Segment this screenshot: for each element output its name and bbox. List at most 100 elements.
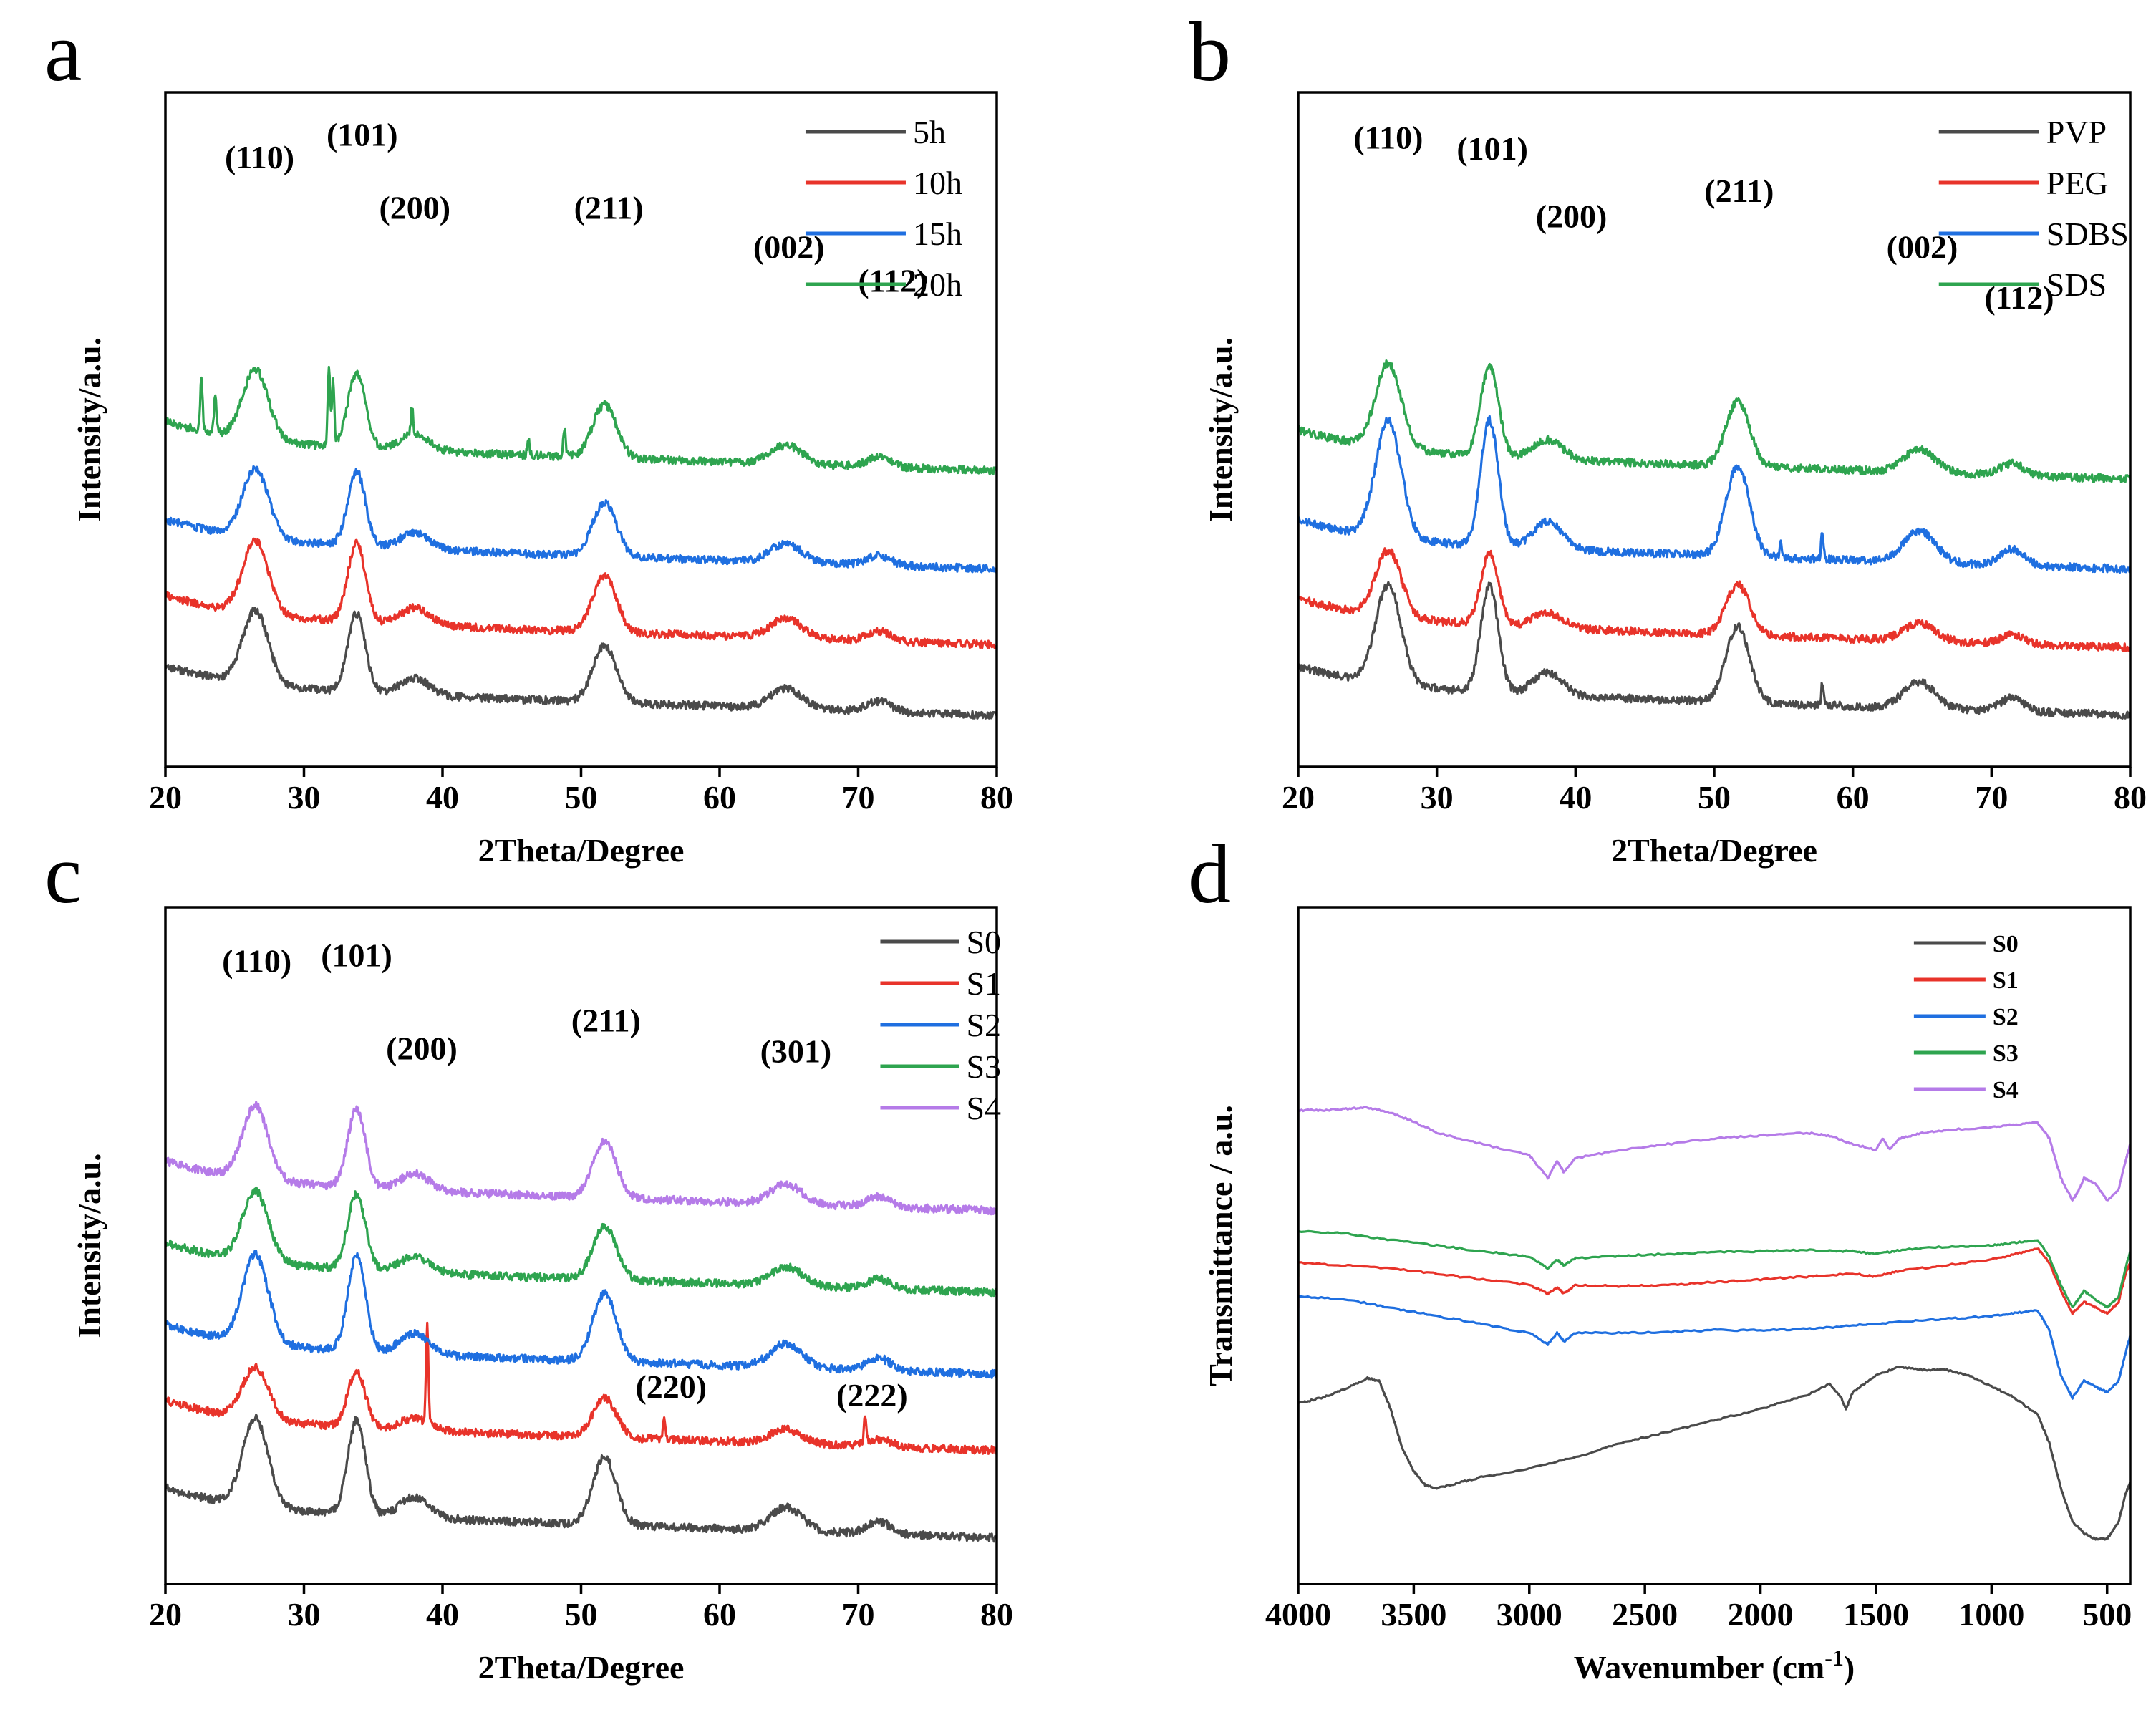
- panel-b: b 20 30 40 50 60 70 80 2Theta/Degree Intensity/a.…: [1189, 5, 2147, 869]
- peak-annotation: (110): [1353, 120, 1423, 156]
- x-tick-label: 50: [1698, 779, 1731, 816]
- x-tick-label: 40: [1559, 779, 1592, 816]
- series-line-20h: [165, 365, 997, 475]
- peak-annotation: (211): [1704, 173, 1774, 209]
- legend-label: S1: [1993, 967, 2019, 994]
- panel-d: d 4000 3500 3000 2500 2000 1500 1000 500 Wavenumb…: [1189, 827, 2132, 1686]
- x-tick-label: 60: [703, 1596, 736, 1633]
- x-tick-label: 30: [288, 1596, 321, 1633]
- series-line-PVP: [1298, 581, 2130, 720]
- legend-label: S3: [1993, 1040, 2019, 1067]
- peak-annotation: (110): [222, 943, 291, 980]
- peak-annotation: (211): [571, 1002, 641, 1038]
- series-line-S3: [165, 1186, 997, 1298]
- peak-annotation: (200): [379, 190, 450, 226]
- x-axis-title: 2Theta/Degree: [478, 832, 685, 869]
- series-line-5h: [165, 607, 997, 720]
- peak-annotation: (222): [836, 1377, 908, 1414]
- x-tick-label: 80: [2114, 779, 2147, 816]
- peak-annotation: (200): [386, 1030, 458, 1067]
- peak-annotation: (110): [225, 139, 294, 175]
- x-tick-label: 3000: [1497, 1596, 1562, 1633]
- x-axis-title: Wavenumber (cm-1): [1574, 1645, 1855, 1686]
- x-tick-label: 20: [149, 1596, 182, 1633]
- plot-frame: [1297, 906, 2132, 1585]
- series-line-15h: [165, 465, 997, 574]
- legend-label: S1: [966, 965, 1001, 1002]
- panel-letter: d: [1189, 827, 1231, 921]
- legend: S0 S1 S2 S3 S4: [1913, 931, 2019, 1103]
- legend-label: S2: [966, 1007, 1001, 1043]
- panel-letter: c: [44, 827, 82, 921]
- legend-label: S4: [1993, 1077, 2019, 1103]
- legend-label: S0: [966, 924, 1001, 960]
- series-line-SDS: [1298, 359, 2130, 483]
- x-tick-label: 50: [565, 1596, 598, 1633]
- legend-label: 15h: [913, 216, 962, 252]
- x-tick-label: 70: [842, 779, 875, 816]
- x-tick-label: 30: [288, 779, 321, 816]
- legend-label: 10h: [913, 165, 962, 201]
- peak-annotation: (301): [760, 1033, 832, 1070]
- x-tick-label: 20: [1282, 779, 1315, 816]
- x-tick-label: 3500: [1381, 1596, 1446, 1633]
- series-line-S2: [165, 1250, 997, 1379]
- legend-label: PEG: [2046, 165, 2109, 201]
- series-group: [165, 365, 997, 720]
- legend: 5h 10h 15h 20h: [805, 114, 962, 303]
- y-axis-title: Transmittance / a.u.: [1202, 1105, 1239, 1386]
- panel-c: c 20 30 40 50 60 70 80 2Theta/Degree Intensity/a.…: [44, 827, 1013, 1686]
- panel-letter: a: [44, 5, 82, 99]
- y-axis-title: Intensity/a.u.: [71, 337, 107, 522]
- peak-annotation: (112): [858, 263, 927, 299]
- x-tick-label: 4000: [1265, 1596, 1331, 1633]
- x-tick-label: 60: [703, 779, 736, 816]
- legend-label: SDBS: [2046, 216, 2129, 252]
- legend-label: S3: [966, 1048, 1001, 1085]
- series-line-S1: [1298, 1247, 2130, 1315]
- peak-annotation: (200): [1536, 198, 1608, 234]
- legend-label: S2: [1993, 1004, 2019, 1030]
- peak-annotation: (211): [574, 190, 644, 226]
- panel-a: a 20 30 40 50 60 70 80 2Theta/Degree Intensity/a.…: [44, 5, 1013, 869]
- x-axis-title: 2Theta/Degree: [1611, 832, 1817, 869]
- x-tick-label: 30: [1421, 779, 1454, 816]
- series-line-S4: [165, 1101, 997, 1216]
- series-line-S2: [1298, 1295, 2130, 1400]
- series-group: [1298, 1106, 2130, 1541]
- legend-label: 20h: [913, 266, 962, 303]
- series-line-S3: [1298, 1229, 2130, 1309]
- y-axis-title: Intensity/a.u.: [1202, 337, 1239, 522]
- legend-label: S4: [966, 1090, 1001, 1126]
- x-axis-title: 2Theta/Degree: [478, 1649, 685, 1686]
- x-tick-label: 50: [565, 779, 598, 816]
- peak-annotation: (101): [1456, 130, 1528, 167]
- legend: S0 S1 S2 S3 S4: [880, 924, 1001, 1126]
- legend: PVP PEG SDBS SDS: [1938, 114, 2129, 303]
- peak-annotation: (220): [635, 1368, 707, 1405]
- series-line-S1: [165, 1321, 997, 1455]
- x-tick-label: 80: [980, 779, 1013, 816]
- y-axis-title: Intensity/a.u.: [71, 1153, 107, 1338]
- series-line-SDBS: [1298, 415, 2130, 574]
- legend-label: SDS: [2046, 266, 2107, 303]
- series-line-10h: [165, 537, 997, 649]
- series-line-S4: [1298, 1106, 2130, 1202]
- x-tick-label: 500: [2082, 1596, 2132, 1633]
- series-line-S0: [165, 1414, 997, 1543]
- peak-annotation: (101): [327, 117, 398, 153]
- x-tick-label: 2000: [1728, 1596, 1794, 1633]
- series-line-PEG: [1298, 547, 2130, 652]
- x-tick-label: 70: [842, 1596, 875, 1633]
- legend-label: PVP: [2046, 114, 2107, 150]
- x-tick-label: 40: [426, 1596, 459, 1633]
- legend-label: S0: [1993, 931, 2019, 957]
- x-tick-label: 40: [426, 779, 459, 816]
- x-tick-label: 60: [1837, 779, 1870, 816]
- x-tick-label: 70: [1975, 779, 2008, 816]
- series-group: [165, 1101, 997, 1543]
- peak-annotation: (101): [321, 937, 392, 974]
- x-tick-label: 1000: [1958, 1596, 2024, 1633]
- series-group: [1298, 359, 2130, 720]
